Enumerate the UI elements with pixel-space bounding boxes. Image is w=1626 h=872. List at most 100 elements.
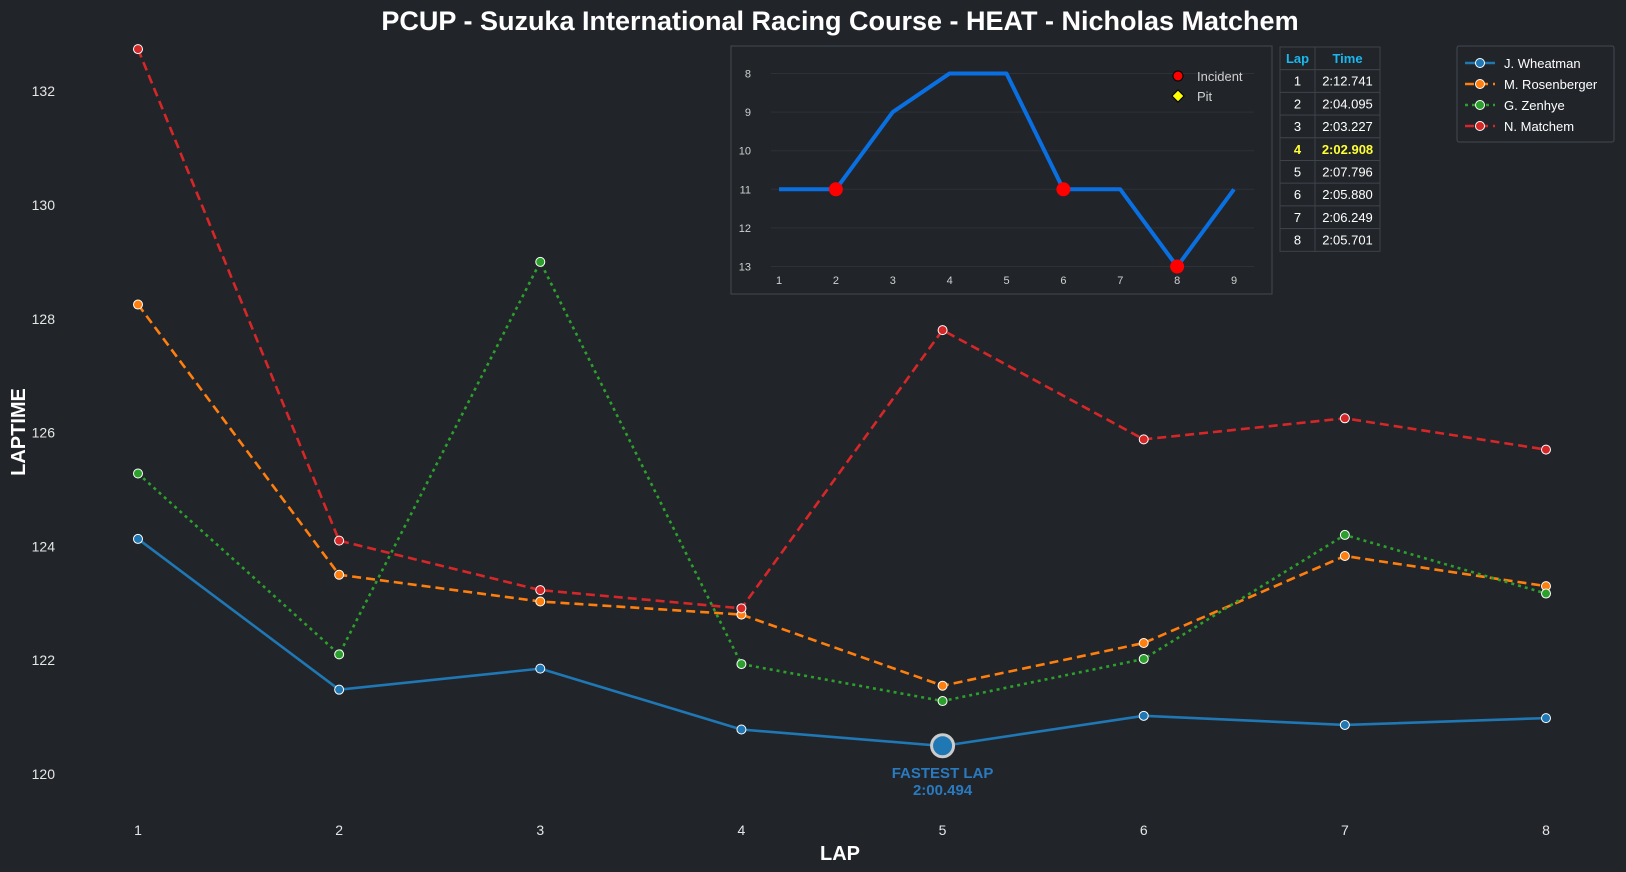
table-lap-number: 6 xyxy=(1294,187,1301,202)
y-tick-label: 126 xyxy=(32,425,56,441)
data-point xyxy=(334,649,345,660)
data-point xyxy=(1138,434,1149,445)
y-axis-label: LAPTIME xyxy=(8,388,30,476)
data-point xyxy=(535,256,546,267)
table-lap-time: 2:02.908 xyxy=(1322,142,1373,157)
x-tick-label: 1 xyxy=(134,822,142,838)
inset-frame xyxy=(730,45,1273,295)
data-point xyxy=(1541,713,1551,724)
data-point xyxy=(1138,653,1149,664)
legend-marker xyxy=(1475,121,1485,131)
fastest-lap-value: 2:00.494 xyxy=(913,782,973,799)
series-line-1 xyxy=(137,537,1547,748)
data-point xyxy=(736,724,747,735)
inset-legend-pit-swatch xyxy=(1171,89,1185,103)
y-tick-label: 122 xyxy=(32,652,56,668)
data-point xyxy=(1339,529,1350,540)
inset-x-tick-label: 5 xyxy=(1003,275,1009,287)
data-point xyxy=(133,533,143,544)
data-point xyxy=(1541,588,1551,599)
y-tick-label: 124 xyxy=(32,538,56,554)
table-lap-number: 5 xyxy=(1294,165,1301,180)
y-tick-label: 132 xyxy=(32,83,56,99)
data-point xyxy=(535,596,546,607)
inset-y-tick-label: 9 xyxy=(745,107,751,119)
table-lap-time: 2:06.249 xyxy=(1322,210,1373,225)
table-cell-box xyxy=(1314,228,1381,252)
inset-y-tick-label: 11 xyxy=(740,184,751,196)
data-point xyxy=(1339,550,1350,561)
data-point xyxy=(937,680,948,691)
inset-position-line xyxy=(779,71,1236,269)
data-point xyxy=(133,299,143,310)
series-line-3 xyxy=(137,260,1547,703)
x-tick-label: 5 xyxy=(939,822,947,838)
data-point xyxy=(1339,719,1350,730)
x-axis-label: LAP xyxy=(820,843,860,865)
data-point xyxy=(133,44,143,55)
inset-y-tick-label: 10 xyxy=(739,146,751,158)
data-point xyxy=(1339,413,1350,424)
legend-label: J. Wheatman xyxy=(1504,56,1581,71)
table-lap-number: 7 xyxy=(1294,210,1301,225)
fastest-lap-annotation: FASTEST LAP 2:00.494 xyxy=(892,733,994,799)
data-point xyxy=(1541,444,1551,455)
table-lap-number: 1 xyxy=(1294,74,1301,89)
legend-marker xyxy=(1475,79,1485,89)
chart-title: PCUP - Suzuka International Racing Cours… xyxy=(381,6,1298,36)
table-lap-time: 2:03.227 xyxy=(1322,119,1373,134)
inset-x-tick-label: 8 xyxy=(1174,275,1180,287)
x-axis-ticks: 1 2 3 4 5 6 7 8 xyxy=(134,822,1550,838)
table-lap-number: 2 xyxy=(1294,96,1301,111)
table-lap-number: 8 xyxy=(1294,233,1301,248)
table-lap-time: 2:05.880 xyxy=(1322,187,1373,202)
incident-marker xyxy=(1056,182,1071,197)
data-point xyxy=(1138,638,1149,649)
y-tick-label: 120 xyxy=(32,766,56,782)
y-tick-label: 130 xyxy=(32,197,56,213)
inset-legend-incident-label: Incident xyxy=(1197,69,1243,84)
data-point xyxy=(937,696,948,707)
series-line-2 xyxy=(136,303,1547,687)
inset-legend-incident-swatch xyxy=(1172,70,1184,82)
x-tick-label: 7 xyxy=(1341,822,1349,838)
chart-legend: J. Wheatman M. Rosenberger G. Zenhye N. Mat… xyxy=(1456,45,1615,143)
x-tick-label: 8 xyxy=(1542,822,1550,838)
data-point xyxy=(334,684,345,695)
table-lap-time: 2:05.701 xyxy=(1322,233,1373,248)
table-lap-number: 3 xyxy=(1294,119,1301,134)
inset-legend-pit-label: Pit xyxy=(1197,89,1213,104)
inset-x-tick-label: 2 xyxy=(833,275,839,287)
incident-marker xyxy=(828,182,843,197)
data-point xyxy=(133,468,143,479)
y-tick-label: 128 xyxy=(32,311,56,327)
x-tick-label: 3 xyxy=(536,822,544,838)
lap-time-table: Lap Time 1 2:12.741 2 2:04.095 3 2:03.227 4 2:02.… xyxy=(1279,46,1381,252)
series-group xyxy=(133,44,1551,751)
table-lap-time: 2:12.741 xyxy=(1322,74,1373,89)
data-point xyxy=(937,325,948,336)
incident-marker xyxy=(1170,259,1185,274)
data-point xyxy=(334,535,345,546)
x-tick-label: 4 xyxy=(738,822,746,838)
series-line-4 xyxy=(136,48,1547,610)
fastest-lap-label: FASTEST LAP xyxy=(892,765,994,782)
data-point xyxy=(736,659,747,670)
inset-x-tick-label: 7 xyxy=(1117,275,1123,287)
table-lap-time: 2:07.796 xyxy=(1322,165,1373,180)
inset-y-tick-label: 12 xyxy=(739,223,751,235)
legend-label: G. Zenhye xyxy=(1504,98,1565,113)
fastest-lap-marker xyxy=(930,733,956,759)
legend-marker xyxy=(1475,58,1485,68)
inset-x-tick-label: 4 xyxy=(947,275,953,287)
legend-marker xyxy=(1475,100,1485,110)
legend-label: M. Rosenberger xyxy=(1504,77,1598,92)
x-tick-label: 2 xyxy=(335,822,343,838)
inset-x-tick-label: 1 xyxy=(776,275,782,287)
table-lap-number: 4 xyxy=(1294,142,1302,157)
table-header-time: Time xyxy=(1332,51,1362,66)
x-tick-label: 6 xyxy=(1140,822,1148,838)
